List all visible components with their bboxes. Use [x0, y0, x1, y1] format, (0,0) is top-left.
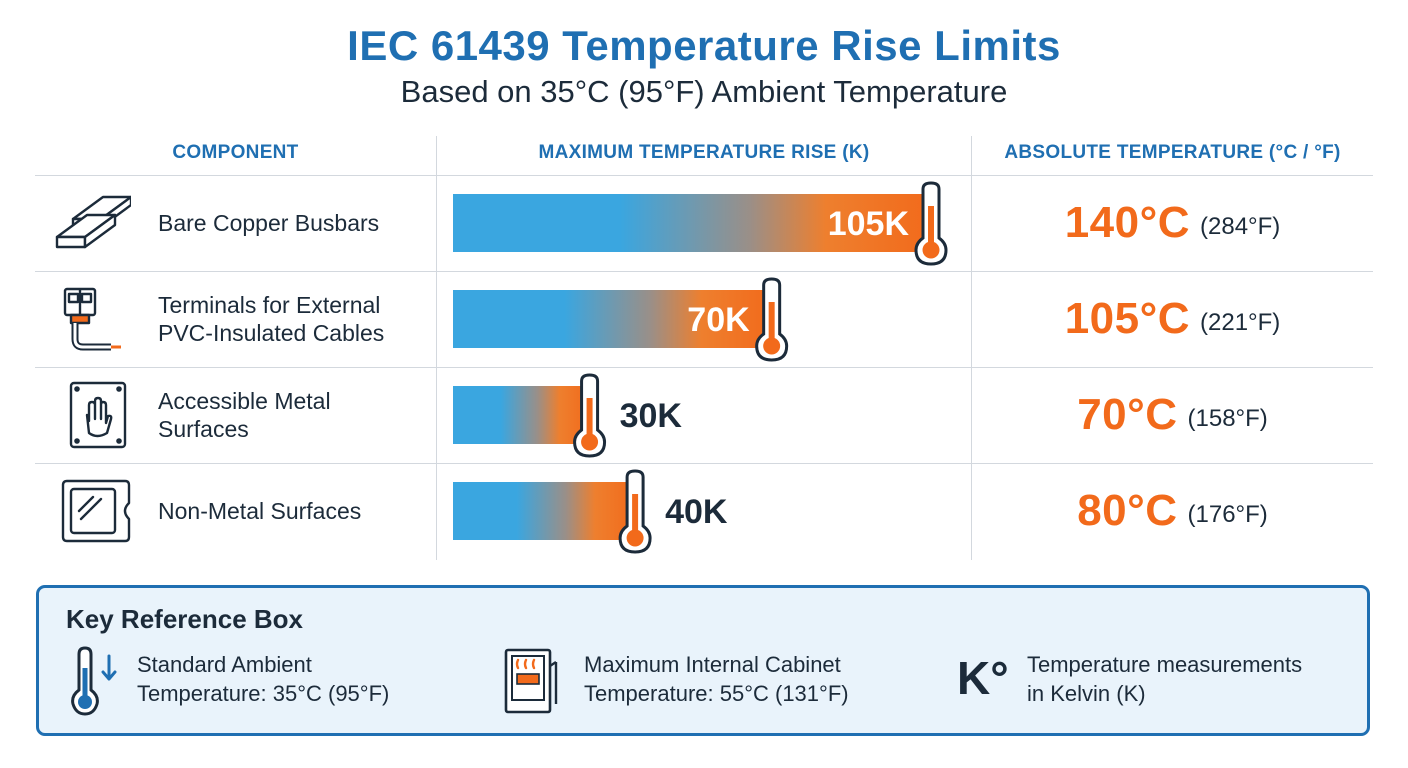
bar [453, 482, 636, 540]
absolute-temperature: 70°C (158°F) [972, 367, 1373, 463]
terminal-cable-icon [63, 287, 121, 351]
key-item-text: Maximum Internal Cabinet Temperature: 55… [584, 650, 849, 708]
row-label: Non-Metal Surfaces [158, 463, 428, 559]
key-item-line: Temperature: 55°C (131°F) [584, 681, 849, 706]
key-item-text: Standard Ambient Temperature: 35°C (95°F… [137, 650, 389, 708]
row-divider [35, 463, 1373, 464]
bar-plot-row: 105K [453, 181, 948, 266]
key-item-line: Temperature measurements [1027, 652, 1303, 677]
row-label: Terminals for External PVC-Insulated Cab… [158, 271, 428, 367]
cabinet-heat-icon [504, 648, 558, 714]
key-item-line: Temperature: 35°C (95°F) [137, 681, 390, 706]
bar-plot-row: 70K [453, 277, 789, 362]
absolute-fahrenheit: (176°F) [1187, 501, 1268, 528]
thermometer-icon [573, 373, 607, 458]
row-label-line: Non-Metal Surfaces [158, 498, 362, 524]
table-row: Non-Metal Surfaces 40K 80°C (176°F) [35, 463, 1373, 559]
absolute-celsius: 70°C [1077, 390, 1178, 439]
bar-plot-row: 30K [453, 373, 683, 458]
thermometer-icon [618, 469, 652, 554]
row-label-line: Terminals for External [158, 292, 381, 318]
key-title: Key Reference Box [66, 604, 303, 634]
key-item-line: Standard Ambient [137, 652, 312, 677]
kelvin-icon: K° [957, 652, 1009, 704]
row-label-line: Bare Copper Busbars [158, 210, 380, 236]
absolute-celsius: 80°C [1077, 486, 1178, 535]
bar-value-label: 30K [620, 397, 683, 435]
busbar-icon [55, 195, 131, 249]
table-row: Terminals for External PVC-Insulated Cab… [35, 271, 1373, 367]
temperature-table: COMPONENT MAXIMUM TEMPERATURE RISE (K) A… [35, 136, 1373, 560]
row-label-line: PVC-Insulated Cables [158, 320, 385, 346]
bar [453, 194, 931, 252]
page-subtitle: Based on 35°C (95°F) Ambient Temperature [400, 74, 1008, 109]
column-header-component: COMPONENT [172, 142, 299, 163]
page-title: IEC 61439 Temperature Rise Limits [347, 22, 1061, 69]
column-divider [971, 136, 972, 560]
row-label-line: Accessible Metal [158, 388, 331, 414]
thermometer-icon [755, 277, 789, 362]
absolute-celsius: 140°C [1064, 198, 1190, 247]
absolute-fahrenheit: (158°F) [1187, 405, 1268, 432]
key-item-text: Temperature measurements in Kelvin (K) [1027, 650, 1302, 708]
absolute-celsius: 105°C [1064, 294, 1190, 343]
key-item: K° Temperature measurements in Kelvin (K… [957, 650, 1357, 714]
bar-plot-row: 40K [453, 469, 728, 554]
bar [453, 290, 772, 348]
column-header-absolute: ABSOLUTE TEMPERATURE (°C / °F) [1004, 142, 1341, 163]
non-metal-panel-icon [61, 479, 131, 543]
absolute-fahrenheit: (284°F) [1200, 213, 1281, 240]
absolute-temperature: 80°C (176°F) [972, 463, 1373, 559]
column-divider [436, 136, 437, 560]
table-row: Bare Copper Busbars 105K 140°C (284°F) [35, 175, 1373, 271]
bar-value-label: 105K [828, 205, 910, 243]
absolute-temperature: 105°C (221°F) [972, 271, 1373, 367]
key-item: Standard Ambient Temperature: 35°C (95°F… [71, 646, 451, 716]
row-divider [35, 367, 1373, 368]
row-label: Accessible Metal Surfaces [158, 367, 428, 463]
metal-surface-hand-icon [69, 381, 127, 449]
row-label: Bare Copper Busbars [158, 175, 428, 271]
row-label-line: Surfaces [158, 416, 249, 442]
absolute-fahrenheit: (221°F) [1200, 309, 1281, 336]
row-divider [35, 175, 1373, 176]
thermometer-down-icon [71, 646, 117, 716]
thermometer-icon [914, 181, 948, 266]
key-item-line: in Kelvin (K) [1027, 681, 1146, 706]
bar [453, 386, 590, 444]
column-header-rise: MAXIMUM TEMPERATURE RISE (K) [538, 142, 870, 163]
key-item: Maximum Internal Cabinet Temperature: 55… [502, 648, 902, 714]
absolute-temperature: 140°C (284°F) [972, 175, 1373, 271]
row-divider [35, 271, 1373, 272]
key-item-line: Maximum Internal Cabinet [584, 652, 841, 677]
table-row: Accessible Metal Surfaces 30K 70°C (158°… [35, 367, 1373, 463]
bar-value-label: 40K [665, 493, 728, 531]
key-reference-box: Key Reference Box Standard Ambient Tempe… [36, 585, 1370, 736]
bar-value-label: 70K [687, 301, 750, 339]
